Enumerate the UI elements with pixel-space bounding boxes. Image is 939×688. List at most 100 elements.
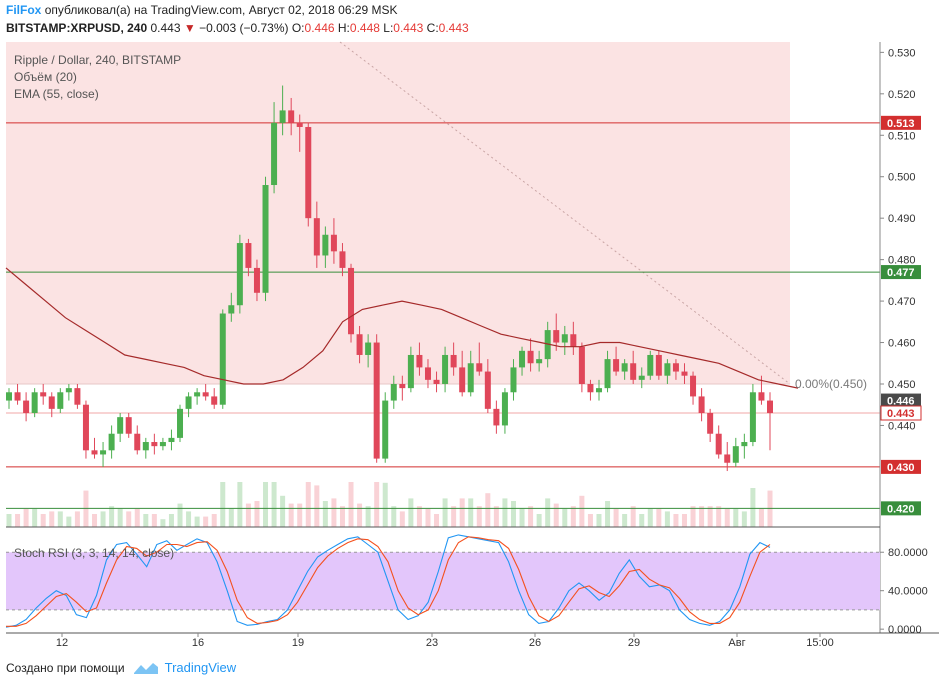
volume-bar <box>288 503 294 527</box>
volume-bar <box>348 482 354 527</box>
candle-body <box>407 354 414 389</box>
volume-bar <box>100 511 106 527</box>
volume-bar <box>690 506 696 527</box>
stoch-tick-label: 0.0000 <box>888 624 922 636</box>
candle-body <box>424 367 431 380</box>
candle-body <box>587 383 594 393</box>
stoch-legend[interactable]: Stoch RSI (3, 3, 14, 14, close) <box>14 546 175 560</box>
level-tag <box>881 265 921 280</box>
volume-bar <box>168 514 174 527</box>
candle-body <box>433 379 440 384</box>
candle-body <box>655 354 662 376</box>
candle-body <box>185 396 192 409</box>
candle-body <box>125 417 132 434</box>
candle-body <box>202 392 209 397</box>
stoch-k-line <box>5 534 771 628</box>
tradingview-brand[interactable]: TradingView <box>164 660 237 675</box>
candle-body <box>305 126 312 219</box>
volume-bar <box>57 511 63 527</box>
high-label: H: <box>337 21 350 35</box>
volume-bar <box>553 503 559 527</box>
candle-body <box>134 433 141 451</box>
close-value: 0.443 <box>438 21 469 35</box>
price-tick-label: 0.510 <box>888 130 916 142</box>
fib-label: 0.00%(0.450) <box>795 377 867 391</box>
volume-bar <box>297 503 303 527</box>
time-tick-label: 26 <box>529 637 541 649</box>
volume-bar <box>425 508 431 527</box>
candle-body <box>604 359 611 389</box>
candle-body <box>399 383 406 389</box>
candle-body <box>621 363 628 372</box>
candle-body <box>296 122 303 127</box>
candle-body <box>245 243 252 268</box>
volume-bar <box>468 498 474 527</box>
volume-bar <box>357 503 363 527</box>
candle-body <box>553 330 560 343</box>
candle-body <box>117 417 124 434</box>
volume-bar <box>32 508 38 527</box>
candle-body <box>732 446 739 463</box>
volume-bar <box>126 511 132 527</box>
candle-body <box>467 363 474 393</box>
volume-bar <box>664 511 670 527</box>
stoch-tick-label: 40.0000 <box>888 586 928 598</box>
candle-body <box>501 392 508 426</box>
candle-body <box>100 450 107 455</box>
volume-bar <box>237 482 243 527</box>
time-tick-label: 23 <box>426 637 438 649</box>
volume-bar <box>493 506 499 527</box>
volume-bar <box>519 508 525 527</box>
candle-body <box>767 400 773 414</box>
price-tag <box>880 405 922 421</box>
candle-body <box>288 110 295 123</box>
candle-body <box>536 359 543 364</box>
candle-body <box>151 442 158 447</box>
candle-body <box>228 305 235 314</box>
price-chart[interactable]: 0.513 0.477 0.430 0.420 0.00%(0.450) 0.530 0.5… <box>0 40 939 656</box>
candle-body <box>578 346 585 384</box>
legend-volume[interactable]: Объём (20) <box>14 70 77 84</box>
volume-bar <box>605 501 611 527</box>
candle-body <box>262 185 269 293</box>
author-name[interactable]: FilFox <box>6 3 42 17</box>
volume-bar <box>263 482 269 527</box>
candle-body <box>595 388 602 393</box>
candle-body <box>194 392 201 397</box>
volume-bar <box>716 506 722 527</box>
volume-bar <box>177 503 183 527</box>
volume-bar <box>596 514 602 527</box>
volume-bar <box>143 514 149 527</box>
candle-body <box>279 110 286 123</box>
volume-bar <box>49 511 55 527</box>
price-tick-label: 0.530 <box>888 47 916 59</box>
price-tick-label: 0.460 <box>888 338 916 350</box>
candle-body <box>724 454 731 463</box>
volume-bar <box>545 498 551 527</box>
time-tick-label: 16 <box>192 637 204 649</box>
candle-body <box>664 363 671 376</box>
candle-body <box>570 334 577 347</box>
candle-body <box>142 442 149 451</box>
volume-bar <box>399 511 405 527</box>
time-tick-label: 12 <box>56 637 68 649</box>
time-tick-label: Авг <box>728 637 745 649</box>
candle-body <box>741 442 748 447</box>
candle-body <box>330 234 337 252</box>
stoch-tick-label: 80.0000 <box>888 547 928 559</box>
candle-body <box>168 437 175 443</box>
volume-bar <box>707 506 713 527</box>
candle-body <box>339 251 346 268</box>
legend-ema[interactable]: EMA (55, close) <box>14 87 99 101</box>
candle-body <box>749 392 756 443</box>
volume-bar <box>280 495 286 527</box>
low-label: L: <box>383 21 394 35</box>
volume-bar <box>587 514 593 527</box>
candle-body <box>390 383 397 401</box>
candle-body <box>373 342 380 459</box>
symbol-line: BITSTAMP:XRPUSD, 240 0.443 ▼ −0.003 (−0.… <box>6 21 469 35</box>
candle-body <box>322 234 329 256</box>
last-price: 0.443 <box>150 21 181 35</box>
volume-bar <box>194 516 200 527</box>
time-tick-label: 15:00 <box>806 637 834 649</box>
